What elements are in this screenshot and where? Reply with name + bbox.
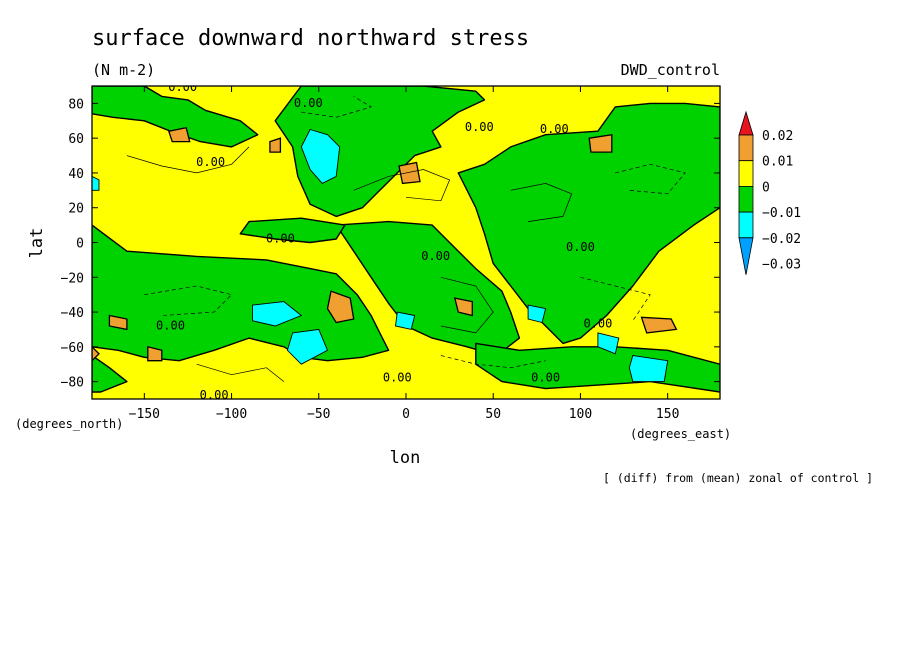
negative-region (335, 220, 521, 357)
y-tick-label: 80 (68, 97, 84, 112)
strong-negative-patch (527, 304, 547, 324)
colorbar-segment (738, 160, 754, 187)
dataset-label: DWD_control (621, 61, 720, 79)
colorbar-label: −0.02 (762, 232, 801, 247)
contour-line (580, 276, 651, 321)
contour-line (144, 285, 233, 316)
contour-line (353, 169, 451, 202)
strong-positive-patch (147, 345, 163, 362)
negative-region (457, 102, 720, 345)
negative-region (239, 217, 346, 244)
contour-label: 0.00 (294, 96, 323, 110)
strong-negative-patch (92, 175, 100, 191)
colorbar-segment (738, 211, 754, 239)
colorbar-label: −0.03 (762, 258, 801, 273)
contour-line (196, 363, 285, 382)
y-axis-label: lat (27, 228, 47, 259)
strong-positive-patch (92, 345, 100, 362)
contour-label: 0.00 (465, 120, 494, 134)
contour-label: 0.00 (540, 122, 569, 136)
contour-label: 0.00 (421, 249, 450, 263)
contour-label: 0.00 (200, 388, 229, 402)
contour-label: 0.00 (531, 371, 560, 385)
y-tick-label: −80 (61, 376, 84, 391)
contour-label: 0.00 (196, 155, 225, 169)
strong-positive-patch (398, 161, 421, 185)
strong-negative-patch (597, 332, 620, 355)
colorbar-segment (738, 237, 754, 275)
strong-positive-patch (640, 316, 678, 334)
colorbar-segment (738, 185, 754, 213)
contour-line (301, 96, 372, 118)
colorbar-segment (738, 134, 754, 162)
y-tick-label: 0 (76, 237, 84, 252)
colorbar-label: 0.02 (762, 129, 793, 144)
colorbar: 0.02 0.01 0 −0.01 −0.02 −0.03 (738, 110, 801, 275)
negative-region (274, 86, 486, 218)
strong-positive-patch (269, 137, 282, 153)
contour-line (126, 146, 250, 174)
strong-negative-patch (252, 301, 303, 327)
negative-region (92, 354, 128, 393)
contour-label: 0.00 (566, 240, 595, 254)
y-tick-label: 40 (68, 167, 84, 182)
y-tick-label: −40 (61, 306, 84, 321)
negative-region (92, 86, 259, 148)
x-tick-label: 50 (485, 407, 501, 422)
strong-positive-patch (453, 297, 473, 317)
colorbar-segment (738, 110, 754, 136)
colorbar-label: 0 (762, 180, 770, 195)
chart-units: (N m-2) (92, 61, 155, 79)
strong-negative-patch (628, 354, 669, 383)
footnote: [ (diff) from (mean) zonal of control ] (603, 471, 873, 485)
strong-negative-patch (395, 311, 416, 330)
contour-label: 0.00 (156, 319, 185, 333)
colorbar-label: 0.01 (762, 155, 793, 170)
x-axis-label: lon (390, 448, 421, 468)
y-tick-label: −20 (61, 271, 84, 286)
x-tick-label: 150 (656, 407, 679, 422)
x-tick-label: 100 (569, 407, 592, 422)
strong-positive-patch (326, 290, 355, 324)
contour-label: 0.00 (383, 371, 412, 385)
contour-line (440, 355, 546, 369)
chart-title: surface downward northward stress (92, 26, 529, 51)
y-tick-label: −60 (61, 341, 84, 356)
x-tick-label: −100 (216, 407, 247, 422)
x-tick-label: 0 (402, 407, 410, 422)
strong-positive-patch (588, 133, 613, 153)
strong-negative-patch (286, 328, 329, 365)
contour-label: 0.00 (168, 80, 197, 94)
colorbar-label: −0.01 (762, 206, 801, 221)
y-tick-label: 20 (68, 202, 84, 217)
strong-negative-patch (300, 128, 341, 184)
x-tick-label: −50 (307, 407, 330, 422)
contour-label: 0.00 (266, 232, 295, 246)
strong-positive-patch (108, 314, 128, 331)
y-units-label: (degrees_north) (15, 417, 123, 431)
contour-line (615, 163, 686, 195)
strong-positive-patch (167, 126, 191, 143)
x-tick-label: −150 (129, 407, 160, 422)
y-tick-label: 60 (68, 132, 84, 147)
contour-label: 0.00 (583, 317, 612, 331)
contour-line (440, 276, 494, 334)
contour-line (510, 183, 573, 222)
contour-map: 0.00 0.00 0.00 0.00 0.00 0.00 0.00 0.00 0.00 0.00… (92, 80, 720, 402)
x-units-label: (degrees_east) (630, 427, 731, 441)
